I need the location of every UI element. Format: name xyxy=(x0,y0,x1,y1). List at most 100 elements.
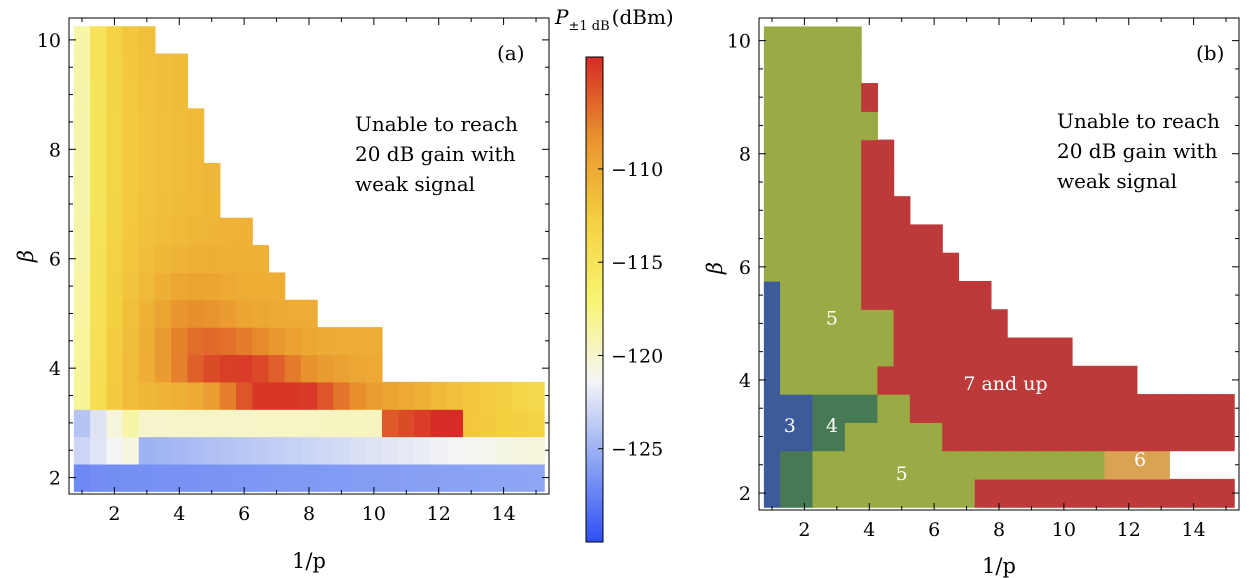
region-cell xyxy=(909,337,927,367)
heatmap-cell xyxy=(446,463,464,492)
heatmap-cell xyxy=(268,354,286,383)
heatmap-cell xyxy=(73,162,91,191)
region-cell xyxy=(780,167,797,197)
region-cell xyxy=(1071,365,1089,395)
heatmap-cell xyxy=(171,190,188,219)
colorbar-tick-label: −120 xyxy=(611,345,663,367)
heatmap-cell xyxy=(252,381,270,410)
y-tick-label: 2 xyxy=(49,468,61,490)
heatmap-cell xyxy=(106,108,124,137)
region-cell xyxy=(796,83,814,112)
region-cell xyxy=(780,111,797,141)
heatmap-cell xyxy=(187,162,205,191)
region-cell xyxy=(909,478,927,508)
region-cell xyxy=(942,394,960,423)
heatmap-cell xyxy=(73,217,91,246)
panel-b-region-labels: 3 4 5 5 6 7 and up xyxy=(784,308,1146,486)
x-tick-label: 10 xyxy=(1052,519,1076,541)
heatmap-cell xyxy=(414,463,432,492)
heatmap-cell xyxy=(122,327,140,356)
region-cell xyxy=(877,337,895,367)
region-cell xyxy=(1088,365,1106,395)
heatmap-cell xyxy=(73,272,91,301)
region-cell xyxy=(812,337,830,367)
region-cell xyxy=(828,309,846,339)
heatmap-cell xyxy=(300,409,318,438)
region-cell xyxy=(1023,365,1041,395)
heatmap-cell xyxy=(203,381,221,410)
heatmap-cell xyxy=(171,162,188,191)
region-cell xyxy=(796,309,814,339)
y-tick-label: 6 xyxy=(739,257,751,279)
heatmap-cell xyxy=(317,354,334,383)
heatmap-cell xyxy=(203,327,221,356)
region-label: 3 xyxy=(784,415,796,437)
heatmap-cell xyxy=(138,381,156,410)
heatmap-cell xyxy=(398,409,416,438)
region-label: 4 xyxy=(826,415,838,437)
heatmap-cell xyxy=(171,299,188,328)
region-cell xyxy=(812,196,830,226)
heatmap-cell xyxy=(268,409,286,438)
region-cell xyxy=(1007,394,1024,423)
region-cell xyxy=(812,83,830,112)
region-cell xyxy=(1217,422,1235,452)
region-cell xyxy=(909,252,927,282)
region-cell xyxy=(812,422,830,452)
heatmap-cell xyxy=(446,381,464,410)
region-cell xyxy=(844,365,862,395)
heatmap-cell xyxy=(90,463,107,492)
region-cell xyxy=(1217,394,1235,423)
region-cell xyxy=(942,365,960,395)
region-cell xyxy=(828,167,846,197)
region-cell xyxy=(877,196,895,226)
region-cell xyxy=(828,83,846,112)
region-cell xyxy=(763,252,781,282)
region-cell xyxy=(942,337,960,367)
region-cell xyxy=(828,224,846,254)
region-cell xyxy=(1055,478,1073,508)
heatmap-cell xyxy=(333,381,351,410)
panel-a-heatmap-cells xyxy=(73,26,545,492)
heatmap-cell xyxy=(138,245,156,274)
region-cell xyxy=(1007,422,1024,452)
region-cell xyxy=(780,365,797,395)
heatmap-cell xyxy=(73,53,91,82)
heatmap-cell xyxy=(349,354,367,383)
region-cell xyxy=(780,394,797,423)
heatmap-cell xyxy=(187,190,205,219)
region-cell xyxy=(909,309,927,339)
region-cell xyxy=(1023,337,1041,367)
heatmap-cell xyxy=(171,53,188,82)
region-cell xyxy=(780,422,797,452)
heatmap-cell xyxy=(138,299,156,328)
heatmap-cell xyxy=(187,135,205,164)
heatmap-cell xyxy=(171,80,188,109)
panel-a-ticks: 2 4 6 8 10 12 14 2 4 6 8 10 xyxy=(37,18,549,525)
heatmap-cell xyxy=(252,299,270,328)
region-cell xyxy=(893,422,911,452)
region-cell xyxy=(861,167,878,197)
region-cell xyxy=(812,224,830,254)
region-cell xyxy=(958,309,976,339)
region-cell xyxy=(780,196,797,226)
heatmap-cell xyxy=(203,409,221,438)
region-cell xyxy=(861,450,878,480)
heatmap-cell xyxy=(252,463,270,492)
region-cell xyxy=(926,422,943,452)
region-cell xyxy=(861,196,878,226)
heatmap-cell xyxy=(187,436,205,465)
heatmap-cell xyxy=(317,409,334,438)
region-cell xyxy=(763,139,781,169)
region-cell xyxy=(1071,422,1089,452)
heatmap-cell xyxy=(154,245,172,274)
region-cell xyxy=(926,224,943,254)
heatmap-cell xyxy=(122,272,140,301)
heatmap-cell xyxy=(122,162,140,191)
region-cell xyxy=(926,309,943,339)
heatmap-cell xyxy=(138,463,156,492)
region-cell xyxy=(877,394,895,423)
region-cell xyxy=(942,450,960,480)
heatmap-cell xyxy=(284,354,302,383)
region-cell xyxy=(828,252,846,282)
